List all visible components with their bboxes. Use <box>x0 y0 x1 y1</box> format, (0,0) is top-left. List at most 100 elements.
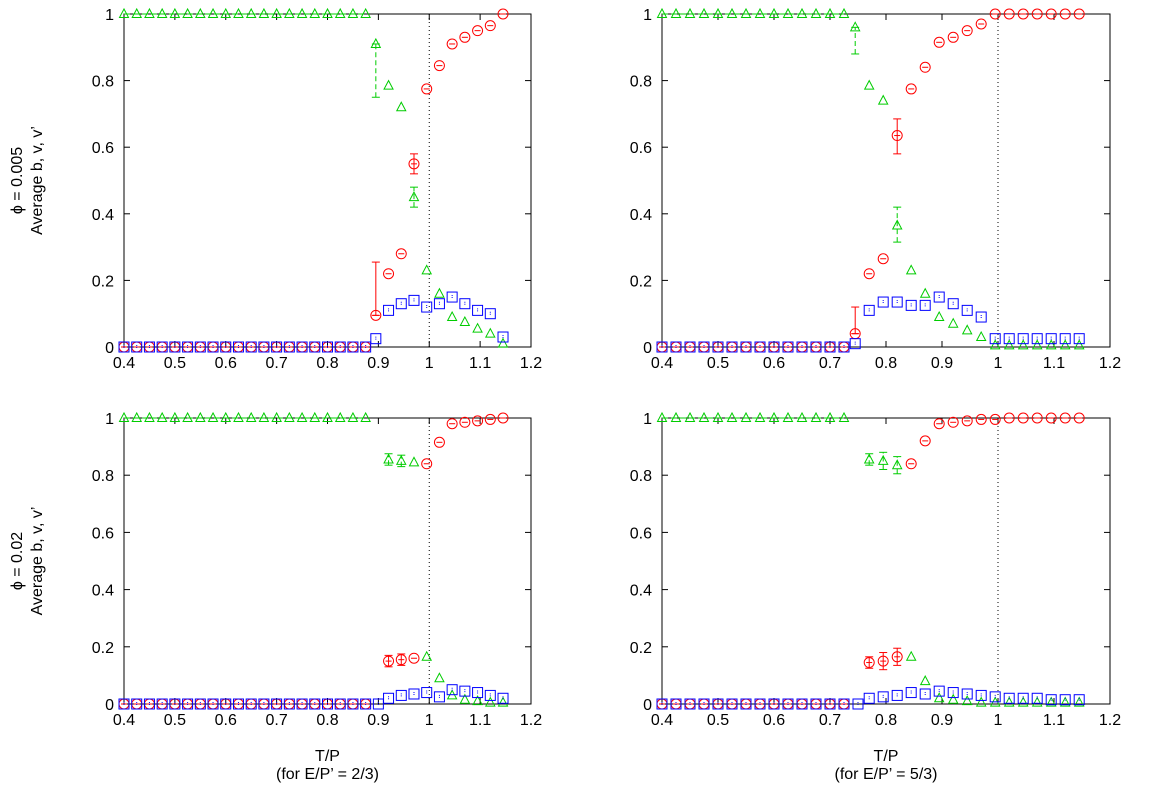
data-point-circle <box>891 130 903 142</box>
data-point-square <box>383 304 395 316</box>
data-point-triangle <box>434 672 445 683</box>
y-tick-label: 0 <box>105 697 114 714</box>
data-point-triangle <box>768 7 780 18</box>
data-point-triangle <box>1045 696 1057 707</box>
data-point-square <box>684 341 696 353</box>
data-point-square <box>207 698 219 710</box>
data-point-square <box>810 341 822 353</box>
data-point-circle <box>863 268 875 280</box>
data-point-square <box>768 698 780 710</box>
data-point-square <box>1031 692 1043 704</box>
x-tick-label: 1 <box>425 355 434 372</box>
data-point-triangle <box>810 7 822 18</box>
data-point-square <box>852 698 864 710</box>
data-point-circle <box>383 268 395 280</box>
data-point-square <box>810 698 822 710</box>
data-point-triangle <box>156 7 168 18</box>
data-point-square <box>232 698 244 710</box>
data-point-triangle <box>156 411 168 422</box>
data-point-triangle <box>726 7 738 18</box>
data-point-triangle <box>271 7 282 18</box>
series-square <box>118 684 509 710</box>
data-point-triangle <box>296 7 308 18</box>
x-tick-label: 0.8 <box>316 355 338 372</box>
data-point-triangle <box>472 695 483 706</box>
x-tick-label: 0.4 <box>651 355 673 372</box>
y-tick-label: 1 <box>105 7 114 24</box>
data-point-triangle <box>131 7 143 18</box>
data-point-square <box>347 341 359 353</box>
data-point-triangle <box>459 693 471 704</box>
data-point-square <box>782 698 794 710</box>
data-point-triangle <box>118 7 130 18</box>
data-point-triangle <box>782 411 794 422</box>
y-tick-label: 0.6 <box>630 525 652 542</box>
data-point-triangle <box>360 7 371 18</box>
data-point-circle <box>961 415 973 427</box>
series-circle <box>656 8 1085 353</box>
data-point-square <box>754 341 766 353</box>
data-point-triangle <box>144 7 155 18</box>
plot-panel-top-left: 0.4 0.5 0.6 0.7 0.8 0.9 1 1.1 1.2 0 0.2 0.4 0.6 0.8 1 ϕ… <box>9 7 542 372</box>
data-point-circle <box>472 25 484 37</box>
data-point-triangle <box>1003 339 1015 350</box>
data-point-circle <box>433 436 445 448</box>
y-tick-label: 0.6 <box>92 140 114 157</box>
data-point-square <box>698 341 710 353</box>
data-point-triangle <box>118 411 130 422</box>
x-tick-label: 1.2 <box>1099 355 1121 372</box>
data-point-square <box>472 304 484 316</box>
data-point-square <box>698 698 710 710</box>
data-point-circle <box>877 253 889 265</box>
data-point-square <box>891 689 903 701</box>
x-tick-label: 1 <box>994 355 1003 372</box>
y-axis-label-line: Average b, v, v’ <box>29 126 46 235</box>
data-point-triangle <box>1059 339 1071 350</box>
data-point-triangle <box>334 7 346 18</box>
data-point-square <box>768 341 780 353</box>
x-tick-label: 0.7 <box>819 355 841 372</box>
data-point-square <box>740 341 752 353</box>
data-point-circle <box>975 18 987 30</box>
y-tick-label: 1 <box>643 7 652 24</box>
data-point-triangle <box>182 411 193 422</box>
data-point-square <box>824 698 836 710</box>
y-tick-label: 0.4 <box>630 583 652 600</box>
x-tick-label: 0.4 <box>113 355 135 372</box>
plot-panel-top-right: 0.4 0.5 0.6 0.7 0.8 0.9 1 1.1 1.2 0 0.2 0.4 0.6 0.8 1 <box>630 7 1121 372</box>
data-point-triangle <box>824 411 836 422</box>
data-point-triangle <box>796 411 808 422</box>
data-point-circle <box>1045 8 1057 20</box>
data-point-square <box>220 341 232 353</box>
x-tick-label: 0.9 <box>367 712 389 729</box>
y-tick-label: 0.2 <box>92 273 114 290</box>
data-point-square <box>684 698 696 710</box>
y-tick-label: 0.2 <box>92 640 114 657</box>
data-point-triangle <box>975 330 987 342</box>
data-point-triangle <box>891 219 903 230</box>
data-point-circle <box>370 309 382 321</box>
data-point-square <box>989 691 1001 703</box>
data-point-triangle <box>284 411 295 422</box>
data-point-square <box>919 299 931 311</box>
series-square <box>656 291 1085 353</box>
data-point-circle <box>433 60 445 72</box>
data-point-square <box>182 698 194 710</box>
data-point-triangle <box>131 411 143 422</box>
data-point-square <box>383 692 395 704</box>
data-point-circle <box>905 83 917 95</box>
data-point-circle <box>1073 8 1085 20</box>
data-point-triangle <box>905 650 917 661</box>
data-point-triangle <box>698 7 710 18</box>
data-point-square <box>754 698 766 710</box>
data-point-square <box>408 294 420 306</box>
data-point-square <box>905 687 917 699</box>
data-point-triangle <box>408 191 420 202</box>
data-point-triangle <box>383 453 394 464</box>
data-point-circle <box>497 8 509 20</box>
data-point-square <box>891 296 903 308</box>
data-point-square <box>322 341 333 353</box>
data-point-circle <box>933 36 945 48</box>
x-tick-label: 0.7 <box>266 355 288 372</box>
data-point-square <box>258 698 270 710</box>
